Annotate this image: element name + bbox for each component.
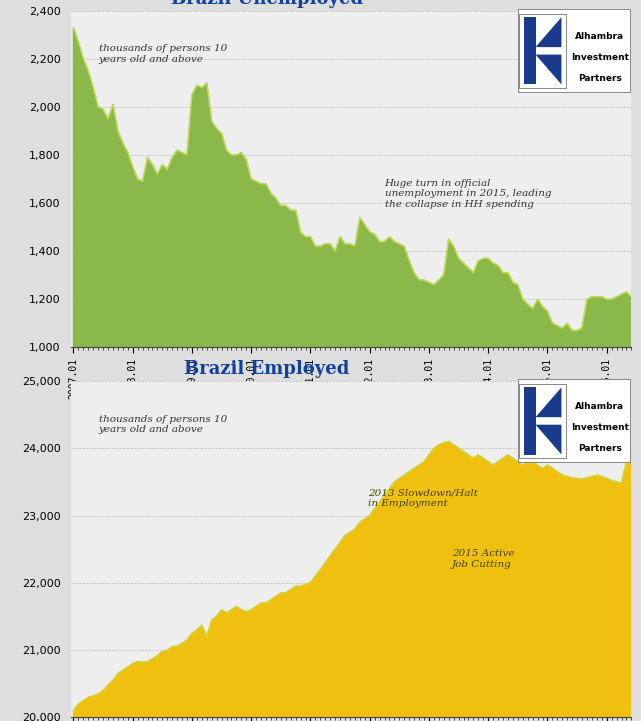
Text: 2013 Slowdown/Halt
in Employment: 2013 Slowdown/Halt in Employment <box>368 489 478 508</box>
Text: Investment: Investment <box>571 53 629 62</box>
Text: Investment: Investment <box>571 423 629 433</box>
Text: Alhambra: Alhambra <box>575 402 624 411</box>
Text: Huge turn in official
unemployment in 2015, leading
the collapse in HH spending: Huge turn in official unemployment in 20… <box>385 179 551 209</box>
Title: Brazil Unemployed: Brazil Unemployed <box>171 0 363 8</box>
Text: 2015 Active
Job Cutting: 2015 Active Job Cutting <box>452 549 515 569</box>
Text: Alhambra: Alhambra <box>575 32 624 41</box>
Text: Partners: Partners <box>578 74 622 83</box>
Title: Brazil Employed: Brazil Employed <box>184 360 349 378</box>
Text: thousands of persons 10
years old and above: thousands of persons 10 years old and ab… <box>99 415 227 434</box>
Text: Partners: Partners <box>578 444 622 454</box>
Text: thousands of persons 10
years old and above: thousands of persons 10 years old and ab… <box>99 45 227 64</box>
